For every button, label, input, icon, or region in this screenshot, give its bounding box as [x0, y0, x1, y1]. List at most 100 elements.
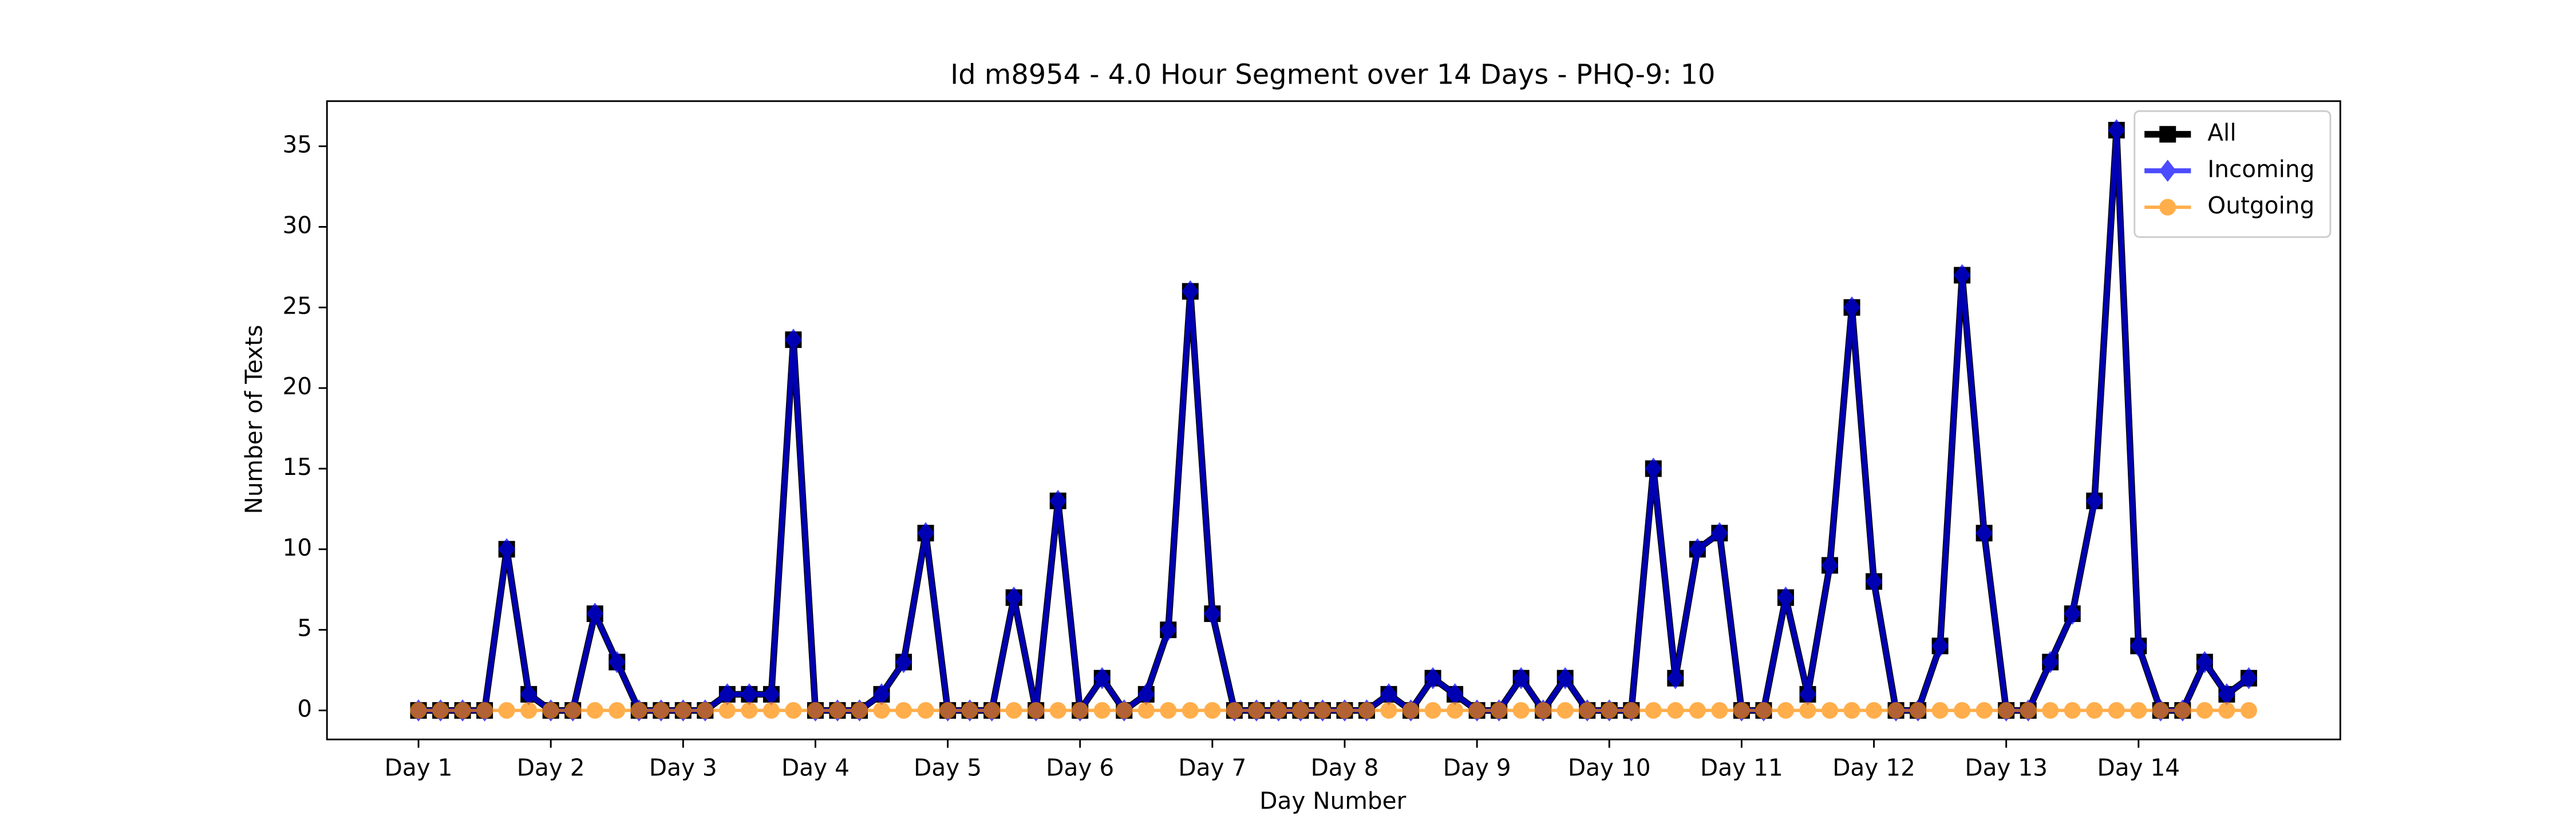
marker-square — [2159, 126, 2176, 143]
y-axis-label: Number of Texts — [240, 325, 268, 514]
x-tick-label: Day 7 — [1178, 754, 1246, 781]
x-tick-label: Day 1 — [385, 754, 453, 781]
marker-circle — [1998, 702, 2015, 719]
marker-diamond — [1049, 490, 1067, 512]
marker-diamond — [1424, 667, 1441, 690]
marker-circle — [653, 702, 670, 719]
marker-circle — [1931, 702, 1949, 719]
marker-circle — [410, 702, 427, 719]
marker-circle — [1579, 702, 1596, 719]
x-tick-label: Day 5 — [914, 754, 982, 781]
marker-circle — [1623, 702, 1640, 719]
marker-circle — [1424, 702, 1441, 719]
marker-circle — [895, 702, 912, 719]
marker-circle — [741, 702, 758, 719]
marker-circle — [1049, 702, 1066, 719]
marker-circle — [1954, 702, 1971, 719]
marker-circle — [1137, 702, 1155, 719]
marker-circle — [674, 702, 692, 719]
x-tick-label: Day 10 — [1568, 754, 1651, 781]
x-tick-label: Day 2 — [517, 754, 585, 781]
marker-circle — [1866, 702, 1883, 719]
marker-diamond — [2196, 651, 2214, 674]
marker-diamond — [1159, 619, 1177, 641]
marker-diamond — [1976, 522, 1993, 544]
marker-circle — [807, 702, 824, 719]
marker-circle — [1468, 702, 1485, 719]
marker-circle — [1645, 702, 1662, 719]
marker-circle — [1887, 702, 1905, 719]
marker-circle — [1226, 702, 1243, 719]
marker-diamond — [785, 328, 802, 351]
marker-circle — [609, 702, 626, 719]
marker-circle — [1491, 702, 1508, 719]
x-tick-label: Day 8 — [1311, 754, 1379, 781]
marker-circle — [1843, 702, 1860, 719]
marker-circle — [2020, 702, 2037, 719]
marker-diamond — [608, 651, 626, 674]
marker-diamond — [895, 651, 912, 674]
marker-circle — [961, 702, 978, 719]
marker-circle — [762, 702, 780, 719]
marker-circle — [1755, 702, 1772, 719]
x-tick-label: Day 3 — [649, 754, 717, 781]
marker-circle — [2130, 702, 2147, 719]
legend: All Incoming Outgoing — [2134, 110, 2332, 238]
marker-circle — [2064, 702, 2081, 719]
marker-circle — [1380, 702, 1397, 719]
marker-circle — [630, 702, 647, 719]
marker-diamond — [1666, 667, 1684, 690]
marker-diamond — [2240, 667, 2258, 690]
marker-diamond — [917, 522, 934, 544]
x-tick-label: Day 9 — [1443, 754, 1511, 781]
marker-diamond — [1710, 522, 1728, 544]
marker-circle — [1336, 702, 1353, 719]
marker-circle — [851, 702, 868, 719]
marker-circle — [2159, 199, 2176, 216]
marker-diamond — [2129, 635, 2147, 657]
y-tick-label: 35 — [282, 131, 312, 159]
marker-circle — [1733, 702, 1750, 719]
series — [410, 702, 2257, 719]
marker-circle — [1689, 702, 1706, 719]
marker-circle — [1799, 702, 1816, 719]
marker-circle — [1292, 702, 1309, 719]
marker-circle — [2240, 702, 2257, 719]
marker-circle — [1028, 702, 1045, 719]
x-tick-label: Day 6 — [1046, 754, 1114, 781]
marker-diamond — [1182, 280, 1199, 303]
legend-entry — [2144, 126, 2191, 143]
marker-circle — [432, 702, 449, 719]
legend-label: All — [2207, 119, 2236, 146]
marker-circle — [2108, 702, 2125, 719]
marker-circle — [564, 702, 582, 719]
y-tick-label: 0 — [297, 695, 312, 723]
marker-circle — [1402, 702, 1420, 719]
marker-diamond — [1777, 587, 1795, 609]
marker-diamond — [498, 538, 516, 561]
plot-frame — [326, 100, 2341, 740]
marker-circle — [1777, 702, 1794, 719]
marker-diamond — [1953, 264, 1971, 287]
marker-circle — [476, 702, 493, 719]
marker-diamond — [2064, 603, 2081, 625]
y-tick-label: 5 — [297, 615, 312, 642]
marker-circle — [2086, 702, 2103, 719]
legend-entry — [2144, 160, 2191, 182]
marker-diamond — [1203, 603, 1221, 625]
marker-diamond — [2041, 651, 2059, 674]
marker-circle — [586, 702, 603, 719]
marker-circle — [718, 702, 736, 719]
marker-circle — [983, 702, 1001, 719]
marker-diamond — [1689, 538, 1706, 561]
marker-diamond — [1931, 635, 1949, 657]
x-tick-label: Day 12 — [1832, 754, 1915, 781]
marker-diamond — [1821, 554, 1839, 577]
legend-label: Outgoing — [2207, 192, 2314, 219]
marker-circle — [829, 702, 846, 719]
marker-circle — [1711, 702, 1728, 719]
marker-diamond — [1556, 667, 1574, 690]
marker-circle — [498, 702, 515, 719]
y-tick-label: 15 — [282, 453, 312, 481]
